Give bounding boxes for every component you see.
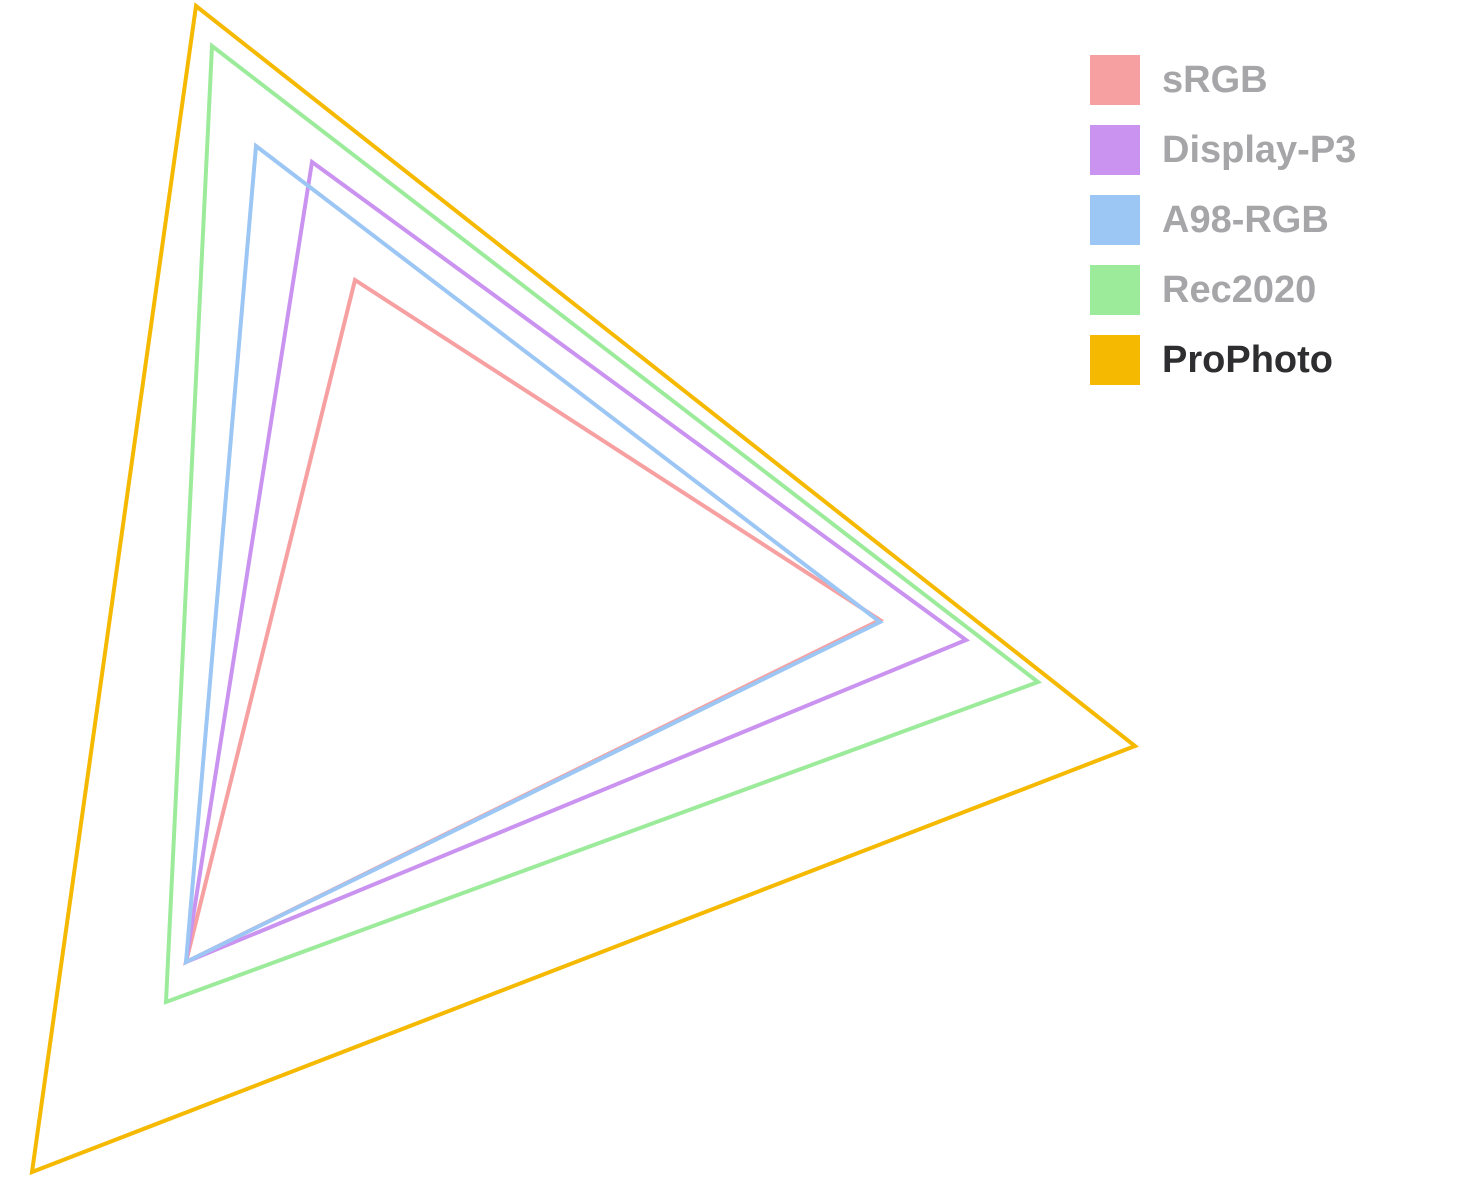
legend-item-prophoto[interactable]: ProPhoto: [1090, 335, 1356, 385]
gamut-triangle-srgb: [186, 280, 880, 962]
legend-item-srgb[interactable]: sRGB: [1090, 55, 1356, 105]
legend-label-srgb: sRGB: [1162, 59, 1268, 102]
legend-swatch-a98-rgb: [1090, 195, 1140, 245]
legend-swatch-prophoto: [1090, 335, 1140, 385]
legend-label-a98-rgb: A98-RGB: [1162, 199, 1329, 242]
gamut-triangle-display-p3: [186, 162, 966, 962]
gamut-diagram-container: sRGB Display-P3 A98-RGB Rec2020 ProPhoto: [0, 0, 1473, 1194]
legend-label-prophoto: ProPhoto: [1162, 339, 1333, 382]
legend-swatch-rec2020: [1090, 265, 1140, 315]
legend-item-display-p3[interactable]: Display-P3: [1090, 125, 1356, 175]
legend-label-rec2020: Rec2020: [1162, 269, 1316, 312]
legend-swatch-display-p3: [1090, 125, 1140, 175]
gamut-triangle-rec2020: [166, 46, 1038, 1002]
legend-item-a98-rgb[interactable]: A98-RGB: [1090, 195, 1356, 245]
gamut-triangle-prophoto: [32, 6, 1135, 1172]
legend-label-display-p3: Display-P3: [1162, 129, 1356, 172]
legend: sRGB Display-P3 A98-RGB Rec2020 ProPhoto: [1090, 55, 1356, 385]
legend-swatch-srgb: [1090, 55, 1140, 105]
legend-item-rec2020[interactable]: Rec2020: [1090, 265, 1356, 315]
